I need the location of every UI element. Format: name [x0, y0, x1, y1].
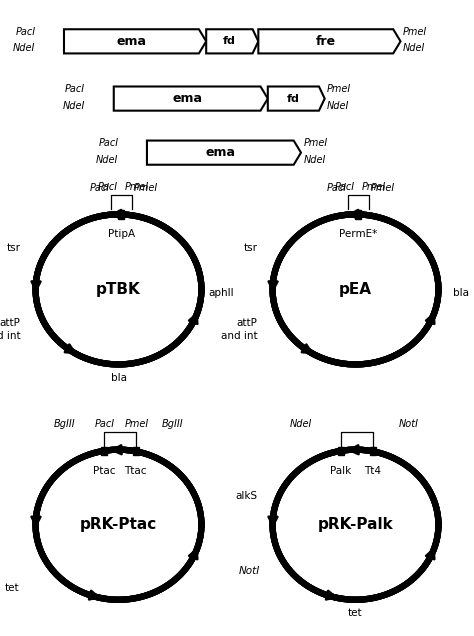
Text: PacI: PacI: [90, 183, 109, 193]
Text: tet: tet: [4, 583, 19, 593]
Text: NdeI: NdeI: [13, 43, 36, 53]
Text: pTBK: pTBK: [96, 282, 141, 297]
Text: PmeI: PmeI: [370, 183, 394, 193]
Text: NdeI: NdeI: [96, 155, 118, 165]
Text: PmeI: PmeI: [403, 27, 427, 37]
Text: ema: ema: [172, 92, 202, 105]
Polygon shape: [147, 141, 301, 165]
Text: PmeI: PmeI: [327, 84, 351, 94]
Text: fre: fre: [316, 35, 336, 48]
Text: PacI: PacI: [95, 418, 115, 429]
Text: bla: bla: [453, 288, 469, 298]
Text: PacI: PacI: [99, 138, 118, 148]
Text: ema: ema: [205, 146, 235, 159]
Text: and int: and int: [221, 331, 257, 341]
Text: NdeI: NdeI: [403, 43, 425, 53]
Text: PacI: PacI: [98, 182, 118, 192]
Text: NdeI: NdeI: [290, 418, 312, 429]
Text: PacI: PacI: [335, 182, 355, 192]
Text: PmeI: PmeI: [125, 182, 149, 192]
Text: PmeI: PmeI: [303, 138, 328, 148]
Text: pRK-Palk: pRK-Palk: [318, 517, 393, 532]
Text: and int: and int: [0, 331, 21, 341]
Text: PmeI: PmeI: [362, 182, 386, 192]
Text: NotI: NotI: [239, 566, 260, 576]
Text: PacI: PacI: [65, 84, 85, 94]
Text: Palk: Palk: [330, 466, 352, 476]
Polygon shape: [370, 447, 376, 455]
Polygon shape: [133, 447, 139, 455]
Polygon shape: [64, 29, 206, 53]
Text: attP: attP: [0, 318, 21, 328]
Text: Ttac: Ttac: [125, 466, 147, 476]
Text: PacI: PacI: [327, 183, 346, 193]
Text: BgIII: BgIII: [54, 418, 75, 429]
Text: PtipA: PtipA: [108, 230, 135, 239]
Polygon shape: [258, 29, 401, 53]
Text: ema: ema: [117, 35, 146, 48]
Text: fd: fd: [287, 93, 300, 104]
Text: NdeI: NdeI: [303, 155, 326, 165]
Text: tsr: tsr: [244, 243, 257, 253]
Text: alkS: alkS: [236, 491, 257, 501]
Polygon shape: [114, 86, 268, 111]
Text: NdeI: NdeI: [327, 100, 349, 111]
Polygon shape: [356, 211, 362, 219]
Text: BgIII: BgIII: [162, 418, 183, 429]
Text: aphII: aphII: [208, 288, 234, 298]
Text: tsr: tsr: [7, 243, 21, 253]
Polygon shape: [118, 211, 125, 219]
Polygon shape: [338, 446, 344, 455]
Text: NotI: NotI: [399, 418, 419, 429]
Text: PermE*: PermE*: [339, 230, 377, 239]
Text: Ptac: Ptac: [93, 466, 115, 476]
Text: NdeI: NdeI: [63, 100, 85, 111]
Text: pRK-Ptac: pRK-Ptac: [80, 517, 157, 532]
Polygon shape: [101, 446, 107, 455]
Text: bla: bla: [110, 373, 127, 383]
Text: pEA: pEA: [339, 282, 372, 297]
Text: Tt4: Tt4: [364, 466, 381, 476]
Text: tet: tet: [348, 608, 363, 618]
Text: PmeI: PmeI: [125, 418, 149, 429]
Polygon shape: [206, 29, 258, 53]
Text: attP: attP: [237, 318, 257, 328]
Text: PacI: PacI: [16, 27, 36, 37]
Polygon shape: [268, 86, 325, 111]
Text: fd: fd: [223, 36, 236, 46]
Text: PmeI: PmeI: [133, 183, 157, 193]
